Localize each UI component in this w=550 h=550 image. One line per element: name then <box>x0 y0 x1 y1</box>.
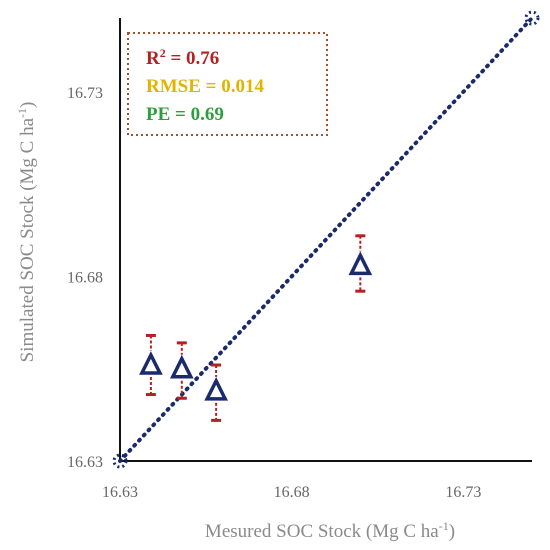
stat-r2: R2 = 0.76 <box>146 46 219 69</box>
stat-pe: PE = 0.69 <box>146 104 224 125</box>
one-to-one-line <box>118 16 534 463</box>
line-end-marker <box>524 10 540 26</box>
y-tick-label: 16.63 <box>67 454 103 471</box>
y-axis-title: Simulated SOC Stock (Mg C ha-1) <box>15 102 38 363</box>
data-point <box>204 376 228 401</box>
x-tick-label: 16.68 <box>274 484 310 501</box>
x-axis-title: Mesured SOC Stock (Mg C ha-1) <box>205 519 455 542</box>
x-tick-label: 16.73 <box>445 484 481 501</box>
stats-box <box>127 32 328 136</box>
x-tick-label: 16.63 <box>102 484 138 501</box>
y-tick-label: 16.73 <box>67 85 103 102</box>
data-point <box>169 354 194 379</box>
y-tick-label: 16.68 <box>67 269 103 286</box>
data-point <box>348 251 373 276</box>
line-start-marker <box>112 453 128 469</box>
data-point <box>139 351 163 375</box>
stat-rmse: RMSE = 0.014 <box>146 76 264 97</box>
